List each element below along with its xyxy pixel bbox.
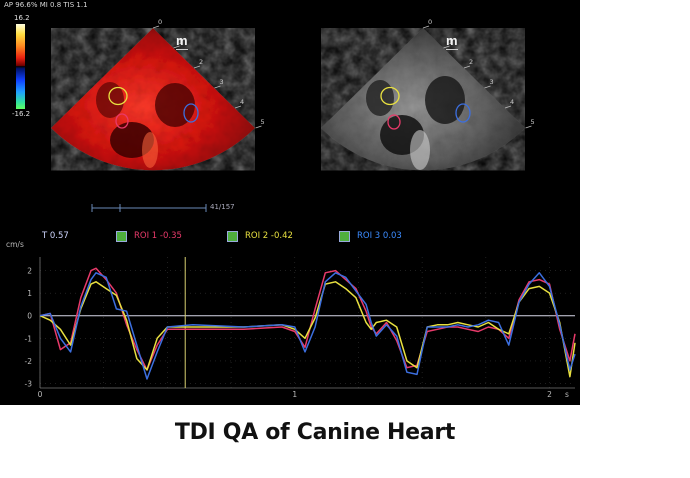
depth-scale-left: 0 1 2 3 4 5 [152, 18, 265, 129]
depth-label: 2 [199, 58, 203, 66]
tdi-sector [51, 28, 255, 171]
echo-sector-images: 0 1 2 3 4 5 0 1 2 3 4 5 [51, 18, 535, 212]
y-axis-unit: cm/s [6, 240, 24, 249]
depth-scale-right: 0 1 2 3 4 5 [422, 18, 535, 129]
depth-tick [234, 105, 242, 109]
figure-caption: TDI QA of Canine Heart [174, 420, 456, 445]
depth-label: 1 [179, 38, 183, 46]
depth-tick [173, 45, 180, 49]
series-line-roi2 [39, 281, 576, 378]
roi3-label: ROI 3 0.03 [357, 231, 402, 241]
depth-label: 1 [449, 38, 453, 46]
right-m-logo: m [446, 33, 458, 50]
depth-label: 4 [510, 98, 514, 106]
x-tick-label: 2 [547, 390, 552, 399]
depth-tick [504, 105, 512, 109]
x-tick-label: 1 [292, 390, 297, 399]
depth-label: 0 [158, 18, 162, 26]
left-m-logo: m [176, 33, 188, 50]
y-tick-label: 2 [27, 267, 32, 276]
roi2-swatch [227, 231, 238, 242]
series-line-roi1 [39, 267, 576, 371]
scale-min-label: -16.2 [12, 110, 31, 118]
depth-label: 5 [531, 118, 535, 126]
x-tick-label: 0 [38, 390, 43, 399]
series-line-roi3 [39, 272, 576, 380]
depth-label: 2 [469, 58, 473, 66]
depth-tick [443, 45, 450, 49]
y-tick-label: -2 [25, 357, 33, 366]
depth-tick [484, 85, 491, 89]
velocity-color-scale [16, 24, 25, 109]
depth-tick [525, 125, 532, 129]
acquisition-parameters: AP 96.6% MI 0.8 TIS 1.1 [4, 1, 88, 9]
y-tick-label: -1 [25, 334, 33, 343]
depth-label: 0 [428, 18, 432, 26]
roi2-label: ROI 2 -0.42 [245, 231, 293, 241]
depth-tick [463, 65, 471, 69]
depth-label: 3 [220, 78, 224, 86]
x-axis-unit: s [565, 390, 569, 399]
depth-tick [214, 85, 221, 89]
depth-tick [255, 125, 262, 129]
roi1-swatch [116, 231, 127, 242]
depth-tick [193, 65, 201, 69]
ultrasound-screen: AP 96.6% MI 0.8 TIS 1.1 16.2 -16.2 [0, 0, 580, 405]
y-tick-label: 1 [27, 289, 32, 298]
frame-counter: 41/157 [210, 203, 235, 211]
y-tick-label: 0 [27, 312, 32, 321]
depth-tick [422, 25, 430, 29]
depth-tick [152, 25, 160, 29]
roi1-label: ROI 1 -0.35 [134, 231, 182, 241]
velocity-plot: 2 1 0 -1 -2 -3 0 1 2 s [25, 257, 576, 399]
roi3-swatch [339, 231, 350, 242]
time-readout: T 0.57 [42, 231, 69, 241]
bmode-sector [321, 28, 525, 171]
depth-label: 5 [261, 118, 265, 126]
depth-label: 3 [490, 78, 494, 86]
scale-max-label: 16.2 [14, 14, 30, 22]
depth-label: 4 [240, 98, 244, 106]
y-tick-label: -3 [25, 379, 33, 388]
